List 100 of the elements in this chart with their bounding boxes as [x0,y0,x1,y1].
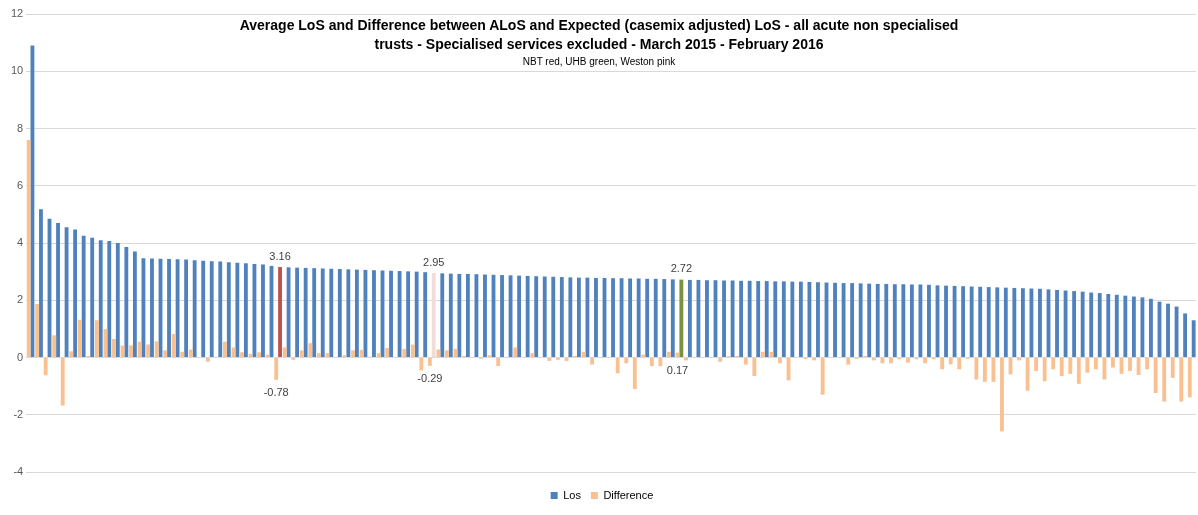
bar [1123,295,1128,357]
bar [969,286,974,357]
bar [624,358,629,364]
bar [858,283,863,357]
y-tick-label: 12 [10,7,24,20]
bar [500,275,504,357]
bar [747,280,752,357]
bar [974,358,979,380]
bar [257,352,262,357]
bar [909,284,914,357]
bar [427,358,432,366]
bar [1153,358,1158,393]
bar [1042,358,1047,382]
data-label: 2.72 [670,262,693,275]
bar [150,258,154,357]
bar [52,335,57,357]
bar [261,264,265,357]
bar [115,243,120,357]
bar [764,281,769,357]
bar [743,358,748,365]
bar [986,287,991,357]
bar [590,358,595,365]
bar [944,285,948,357]
bar [235,262,240,357]
bar [632,358,637,389]
bar [295,267,300,357]
bar [312,268,317,357]
bar [1170,358,1175,378]
bar [389,270,393,357]
bar [649,358,654,367]
bar [286,267,291,357]
bar [69,351,74,357]
bar [226,262,231,357]
bar [1020,288,1025,357]
bar [1128,358,1132,371]
bar [1145,358,1150,370]
bar [961,286,966,357]
bar [431,273,436,357]
bar [576,277,581,357]
bar [376,353,381,357]
bar [1000,358,1004,432]
bar [1183,313,1188,357]
bar [26,139,31,357]
bar [957,358,962,370]
bar [163,350,168,357]
bar [1136,358,1141,375]
bar [329,268,334,357]
bar [107,241,112,357]
bar [1059,358,1064,377]
bar [816,282,820,357]
bar [308,343,313,357]
bar [1068,358,1073,374]
bar [445,350,449,357]
bar [402,348,407,357]
bar [243,263,248,357]
bar [1179,358,1184,402]
bar [982,358,987,382]
bar [889,358,893,364]
bar [496,358,501,367]
bar [98,240,103,357]
bar [414,271,419,357]
bar [705,280,709,357]
bar [359,349,364,357]
bar [1131,296,1136,357]
bar [43,358,48,376]
bar [171,334,176,357]
bar [419,358,424,371]
bar [137,341,142,357]
data-label: -0.78 [263,386,289,399]
legend-label: Los [563,488,582,501]
bar [636,278,641,357]
bar [192,260,197,357]
bar [240,352,244,357]
bar [978,286,983,357]
bar [739,280,744,357]
bar [645,278,650,357]
bar [1072,291,1077,357]
bar [180,351,185,357]
bar [653,278,658,357]
bar [940,358,945,370]
bar [35,303,40,357]
bar [1162,358,1167,402]
bar [201,260,206,357]
bar [278,267,282,357]
bar [423,272,428,357]
bar [372,270,376,357]
bar [205,358,210,362]
bar [948,358,953,365]
data-label: 0.17 [666,364,689,377]
bar [1097,293,1102,357]
bar [670,279,675,357]
legend-label: Difference [603,488,654,501]
bar [525,275,530,357]
y-tick-label: 4 [17,236,24,249]
bar [81,235,86,357]
bar [833,282,837,357]
bar [581,351,586,357]
bar [1089,292,1094,357]
y-tick-label: 8 [17,121,24,134]
bar [1025,358,1030,391]
